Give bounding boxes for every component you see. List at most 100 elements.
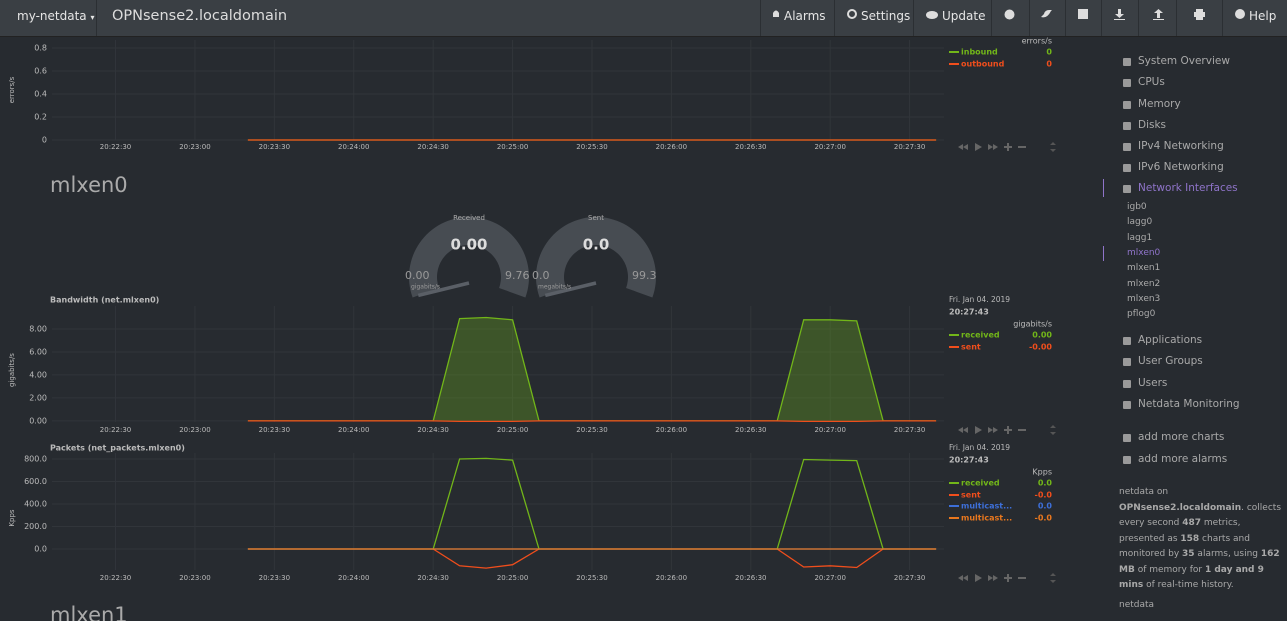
pan-right-button[interactable] [988,144,998,150]
pan-right-button[interactable] [988,575,998,581]
submenu-item[interactable]: igb0 [1127,202,1147,212]
legend-name[interactable]: multicast... [961,502,1012,511]
gauge-title: Received [453,214,485,222]
separator [913,0,914,36]
brand: my-netdata [17,9,87,23]
legend-name[interactable]: sent [961,491,981,500]
legend-name[interactable]: multicast... [961,514,1012,523]
resize-button[interactable] [1050,425,1056,435]
add-charts[interactable]: add more charts [1138,431,1225,443]
help-button[interactable]: Help [1249,9,1277,23]
separator [1101,0,1102,36]
menu-item[interactable]: Users [1138,376,1168,389]
settings-button[interactable]: Settings [861,9,911,23]
x-tick-label: 20:27:00 [814,574,845,582]
y-tick-label: 0.2 [34,113,47,122]
hostname[interactable]: OPNsense2.localdomain [112,8,288,24]
pan-left-button[interactable] [958,144,968,150]
menu-item[interactable]: CPUs [1138,76,1165,88]
footer-text: netdata on OPNsense2.localdomain. collec… [1119,485,1285,594]
legend-value: 0.0 [1038,502,1053,511]
legend-name[interactable]: inbound [961,48,998,57]
x-tick-label: 20:25:30 [576,574,607,582]
sidebar: netdata on OPNsense2.localdomain. collec… [1100,37,1287,621]
print-button[interactable] [1194,9,1205,20]
section-title: mlxen1 [50,603,128,621]
y-tick-label: 4.00 [29,370,47,379]
footer-part: 487 [1182,518,1202,528]
menu-icon [1123,379,1131,388]
play-button[interactable] [975,426,982,434]
legend-name[interactable]: outbound [961,60,1005,69]
zoom-in-button[interactable] [1004,426,1012,434]
update-button[interactable]: Update [942,9,986,23]
x-tick-label: 20:24:00 [338,143,369,151]
menu-item[interactable]: Memory [1138,98,1181,110]
menu-item[interactable]: Applications [1138,334,1203,346]
brand-menu[interactable]: my-netdata ▾ [17,9,95,23]
facebook-button[interactable] [1078,9,1088,19]
legend-value: 0 [1046,48,1052,57]
submenu-item[interactable]: mlxen3 [1127,293,1161,304]
menu-icon [1123,400,1131,409]
legend-date: Fri. Jan 04. 2019 [949,443,1010,452]
legend-date: Fri. Jan 04. 2019 [949,295,1010,304]
y-tick-label: 400.0 [24,499,47,508]
y-tick-label: 600.0 [24,477,47,486]
submenu-item[interactable]: pflog0 [1127,309,1156,320]
menu-item[interactable]: User Groups [1138,355,1203,368]
separator [834,0,835,36]
active-marker [1103,179,1104,197]
y-axis-label: errors/s [8,76,16,103]
y-tick-label: 6.00 [29,347,47,356]
series-line [247,420,937,423]
y-tick-label: 0.8 [34,44,47,53]
menu-item[interactable]: Disks [1138,119,1167,131]
resize-button[interactable] [1050,573,1056,583]
legend-unit: Kpps [1032,468,1052,477]
alarms-button[interactable]: Alarms [784,9,826,23]
upload-button[interactable] [1153,9,1164,20]
gauge-value: 0.00 [450,236,487,254]
footer-part: netdata on [1119,487,1169,497]
zoom-in-button[interactable] [1004,574,1012,582]
pan-right-button[interactable] [988,427,998,433]
play-button[interactable] [975,574,982,582]
submenu-item[interactable]: mlxen0 [1127,247,1161,258]
menu-item[interactable]: System Overview [1138,55,1230,67]
pan-left-button[interactable] [958,575,968,581]
legend-name[interactable]: received [961,331,1000,340]
play-button[interactable] [975,143,982,151]
gauge-unit: gigabits/s [411,284,440,291]
gauge-title: Sent [588,214,604,222]
plus-icon [1123,456,1131,464]
gauge-needle [544,281,597,298]
add-alarms[interactable]: add more alarms [1138,453,1228,465]
legend-value: 0 [1046,60,1052,69]
download-button[interactable] [1114,9,1125,20]
submenu-item[interactable]: mlxen2 [1127,278,1161,289]
menu-item[interactable]: Netdata Monitoring [1138,397,1240,410]
menu-item[interactable]: IPv6 Networking [1138,161,1224,173]
twitter-button[interactable] [1041,9,1052,19]
resize-button[interactable] [1050,142,1056,152]
github-button[interactable] [1004,9,1015,20]
submenu-item[interactable]: lagg1 [1127,232,1153,243]
submenu-item[interactable]: mlxen1 [1127,263,1161,274]
separator [1138,0,1139,36]
legend-name[interactable]: received [961,479,1000,488]
navbar: my-netdata ▾ OPNsense2.localdomain Alarm… [0,0,1287,37]
submenu-item[interactable]: lagg0 [1127,217,1153,228]
zoom-in-button[interactable] [1004,143,1012,151]
x-tick-label: 20:27:00 [814,426,845,434]
footer-part: of memory for [1134,564,1205,575]
legend-name[interactable]: sent [961,343,981,352]
menu-icon [1123,185,1131,193]
pan-left-button[interactable] [958,427,968,433]
x-tick-label: 20:22:30 [100,426,131,434]
footer-part: 158 [1180,533,1200,544]
menu-item[interactable]: IPv4 Networking [1138,140,1224,152]
menu-item[interactable]: Network Interfaces [1138,182,1238,194]
